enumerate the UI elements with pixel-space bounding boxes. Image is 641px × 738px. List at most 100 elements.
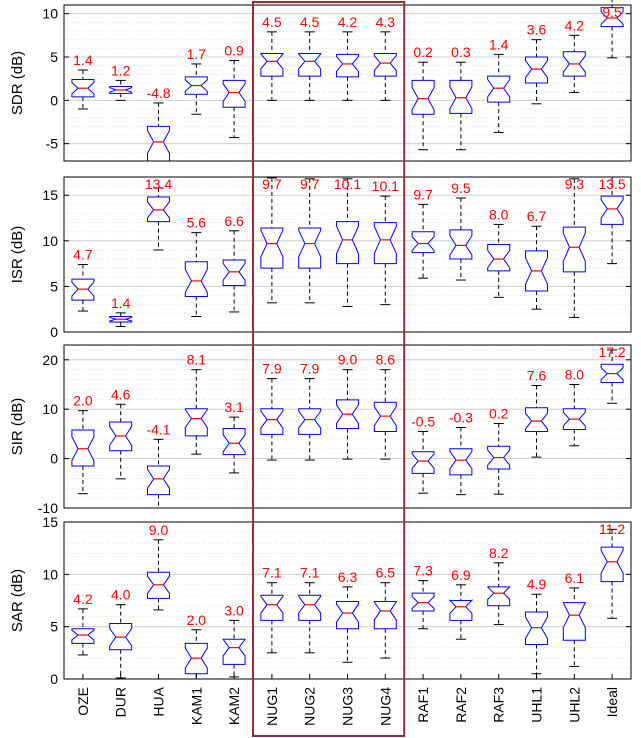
x-category-label: RAF3: [491, 687, 507, 723]
box-UHL1: 4.9: [525, 576, 548, 675]
box-UHL2: 8.0: [562, 367, 586, 447]
panel-1: 0 5 10 15 4.7 1.4 13.4 5.6 6.6 9.7 9.7 10.1 10.1 9.7 9…: [9, 176, 632, 340]
median-value-label: 5.6: [187, 215, 207, 231]
box-Ideal: 9.5: [600, 0, 624, 59]
y-tick-label: 5: [50, 278, 58, 294]
y-tick-label: 10: [42, 233, 58, 249]
box-KAM1: 1.7: [184, 46, 208, 115]
box-UHL2: 4.2: [562, 17, 586, 94]
median-value-label: 4.7: [73, 247, 93, 263]
box-OZE: 1.4: [71, 52, 95, 110]
box-body: [336, 601, 359, 630]
box-RAF3: 1.4: [487, 36, 511, 133]
median-value-label: 6.6: [224, 213, 244, 229]
x-category-label: KAM2: [226, 687, 242, 725]
box-OZE: 2.0: [71, 393, 95, 495]
box-NUG2: 9.7: [298, 176, 322, 304]
median-value-label: 0.2: [413, 44, 433, 60]
box-NUG4: 8.6: [373, 352, 397, 460]
box-body: [298, 594, 322, 621]
box-body: [525, 56, 548, 84]
box-UHL1: 7.6: [525, 368, 548, 458]
median-value-label: 8.6: [376, 352, 396, 368]
median-value-label: 11.2: [599, 521, 625, 537]
panel-2: -10 0 10 20 2.0 4.6 -4.1 8.1 3.1 7.9 7.9 9.0 8.6 -0.5…: [9, 344, 632, 516]
y-tick-label: 15: [42, 187, 58, 203]
box-body: [298, 227, 322, 269]
box-RAF3: 8.0: [487, 206, 511, 298]
median-value-label: 4.5: [262, 14, 282, 30]
box-body: [411, 79, 435, 115]
box-NUG3: 6.3: [336, 569, 359, 663]
median-value-label: 9.5: [451, 180, 471, 196]
x-category-label: NUG2: [302, 687, 318, 726]
box-body: [222, 259, 246, 286]
median-value-label: 4.5: [300, 14, 320, 30]
median-value-label: 8.0: [565, 367, 585, 383]
median-value-label: 10.1: [334, 176, 361, 192]
box-body: [184, 408, 208, 437]
box-body: [373, 601, 397, 630]
y-tick-label: 20: [42, 352, 58, 368]
y-tick-label: 5: [50, 619, 58, 635]
box-body: [562, 602, 586, 641]
box-RAF2: 0.3: [449, 44, 473, 151]
box-body: [184, 261, 208, 297]
box-NUG2: 7.1: [298, 565, 322, 654]
box-NUG2: 7.9: [298, 361, 322, 461]
median-value-label: 3.0: [224, 602, 244, 618]
box-DUR: 1.2: [109, 62, 133, 101]
box-body: [222, 427, 246, 456]
median-value-label: 6.5: [376, 565, 396, 581]
box-RAF1: 9.7: [411, 186, 435, 279]
box-HUA: -4.8: [146, 85, 171, 162]
median-value-label: 3.6: [527, 22, 547, 38]
box-KAM1: 2.0: [184, 612, 208, 680]
median-value-label: 2.0: [73, 393, 93, 409]
median-value-label: 1.4: [489, 36, 509, 52]
x-category-label: NUG3: [340, 687, 356, 726]
box-body: [373, 53, 397, 77]
median-value-label: 17.2: [598, 344, 625, 360]
y-tick-label: -5: [46, 136, 59, 152]
x-category-label: RAF2: [453, 687, 469, 723]
y-tick-label: 10: [42, 6, 58, 22]
box-body: [449, 598, 473, 621]
median-value-label: 7.1: [262, 565, 282, 581]
median-value-label: 6.9: [451, 567, 471, 583]
box-UHL1: 3.6: [525, 22, 548, 105]
box-body: [600, 195, 624, 225]
box-body: [487, 586, 511, 607]
box-Ideal: 13.5: [598, 176, 626, 265]
y-tick-label: 10: [42, 566, 58, 582]
plot-frame: [63, 176, 632, 333]
median-value-label: 10.1: [372, 178, 399, 194]
box-body: [260, 227, 284, 269]
box-RAF1: 7.3: [411, 563, 435, 630]
x-category-label: NUG1: [264, 687, 280, 726]
x-category-label: RAF1: [415, 687, 431, 723]
box-RAF3: 8.2: [487, 545, 511, 626]
median-value-label: 7.1: [300, 565, 320, 581]
x-category-label: UHL1: [529, 687, 545, 723]
box-RAF2: 9.5: [449, 180, 473, 281]
y-tick-label: 15: [42, 514, 58, 530]
box-NUG3: 9.0: [336, 352, 359, 460]
median-value-label: 7.3: [413, 563, 433, 579]
box-NUG4: 10.1: [372, 178, 399, 306]
box-body: [525, 407, 548, 432]
x-axis-categories: OZE DUR HUA KAM1 KAM2 NUG1 NUG2 NUG3 NUG4 RAF1 RAF…: [75, 674, 620, 726]
median-value-label: 9.7: [413, 186, 433, 202]
box-UHL1: 6.7: [525, 208, 548, 310]
panel-3: 0 5 10 15 4.2 4.0 9.0 2.0 3.0 7.1 7.1 6.3 6.5 7.3 6.9 8…: [9, 514, 632, 687]
box-NUG1: 7.1: [260, 565, 284, 654]
box-body: [411, 231, 435, 254]
box-body: [373, 222, 397, 265]
median-value-label: 6.3: [338, 569, 358, 585]
median-value-label: 9.5: [602, 4, 622, 20]
x-category-label: HUA: [151, 686, 167, 716]
box-body: [260, 594, 284, 621]
median-value-label: 0.9: [224, 42, 244, 58]
y-tick-label: 0: [50, 324, 58, 340]
median-value-label: 6.7: [527, 208, 547, 224]
